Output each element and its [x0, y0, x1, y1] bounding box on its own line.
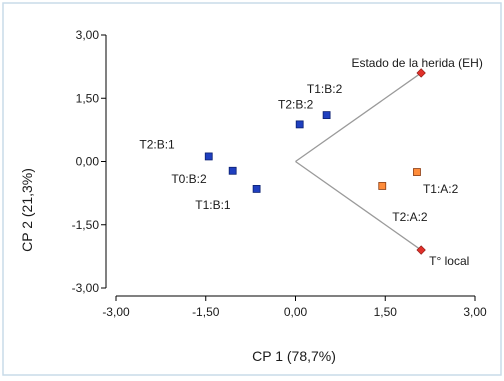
score-point	[228, 166, 237, 175]
score-point	[378, 182, 387, 190]
x-tick-label: 0,00	[284, 305, 308, 319]
point-label: T1:B:1	[195, 198, 231, 212]
y-tick-label: -1,50	[72, 218, 100, 232]
vector-line	[295, 72, 422, 163]
x-tick-label: 3,00	[463, 305, 487, 319]
y-tick-label: 0,00	[76, 155, 100, 169]
vector-line	[295, 160, 422, 251]
point-label: T2:A:2	[392, 210, 428, 224]
score-point	[252, 185, 261, 193]
score-point	[322, 111, 331, 120]
loading-vectors: Estado de la herida (EH) T° local	[295, 56, 483, 268]
y-tick-label: -3,00	[72, 281, 100, 295]
score-points: T2:B:1 T0:B:2 T1:B:1 T2:B:2T1:B:2 T2:A:2 T1:A…	[139, 82, 458, 224]
score-point	[413, 168, 421, 176]
vector-marker	[416, 68, 426, 78]
point-label: T0:B:2	[171, 172, 207, 186]
y-tick-label: 1,50	[76, 91, 100, 105]
vector-label: Estado de la herida (EH)	[351, 56, 482, 70]
vector-marker	[416, 245, 426, 255]
y-tick-label: 3,00	[76, 28, 100, 42]
point-label: T1:A:2	[423, 182, 459, 196]
y-axis-title: CP 2 (21,3%)	[19, 168, 35, 252]
vector-label: T° local	[429, 254, 469, 268]
x-tick-label: 1,50	[374, 305, 398, 319]
point-label: T2:B:1	[139, 137, 175, 151]
point-label: T1:B:2	[307, 82, 343, 96]
outer-frame	[2, 2, 502, 376]
x-axis-title: CP 1 (78,7%)	[252, 348, 336, 364]
score-point	[295, 120, 304, 129]
score-point	[204, 152, 213, 161]
x-tick-label: -3,00	[102, 305, 130, 319]
axes: -3,00 -1,50 0,00 1,50 3,00 3,00 1,50 0,00 -1,50 -…	[72, 28, 487, 319]
point-label: T2:B:2	[278, 97, 314, 111]
x-tick-label: -1,50	[192, 305, 220, 319]
